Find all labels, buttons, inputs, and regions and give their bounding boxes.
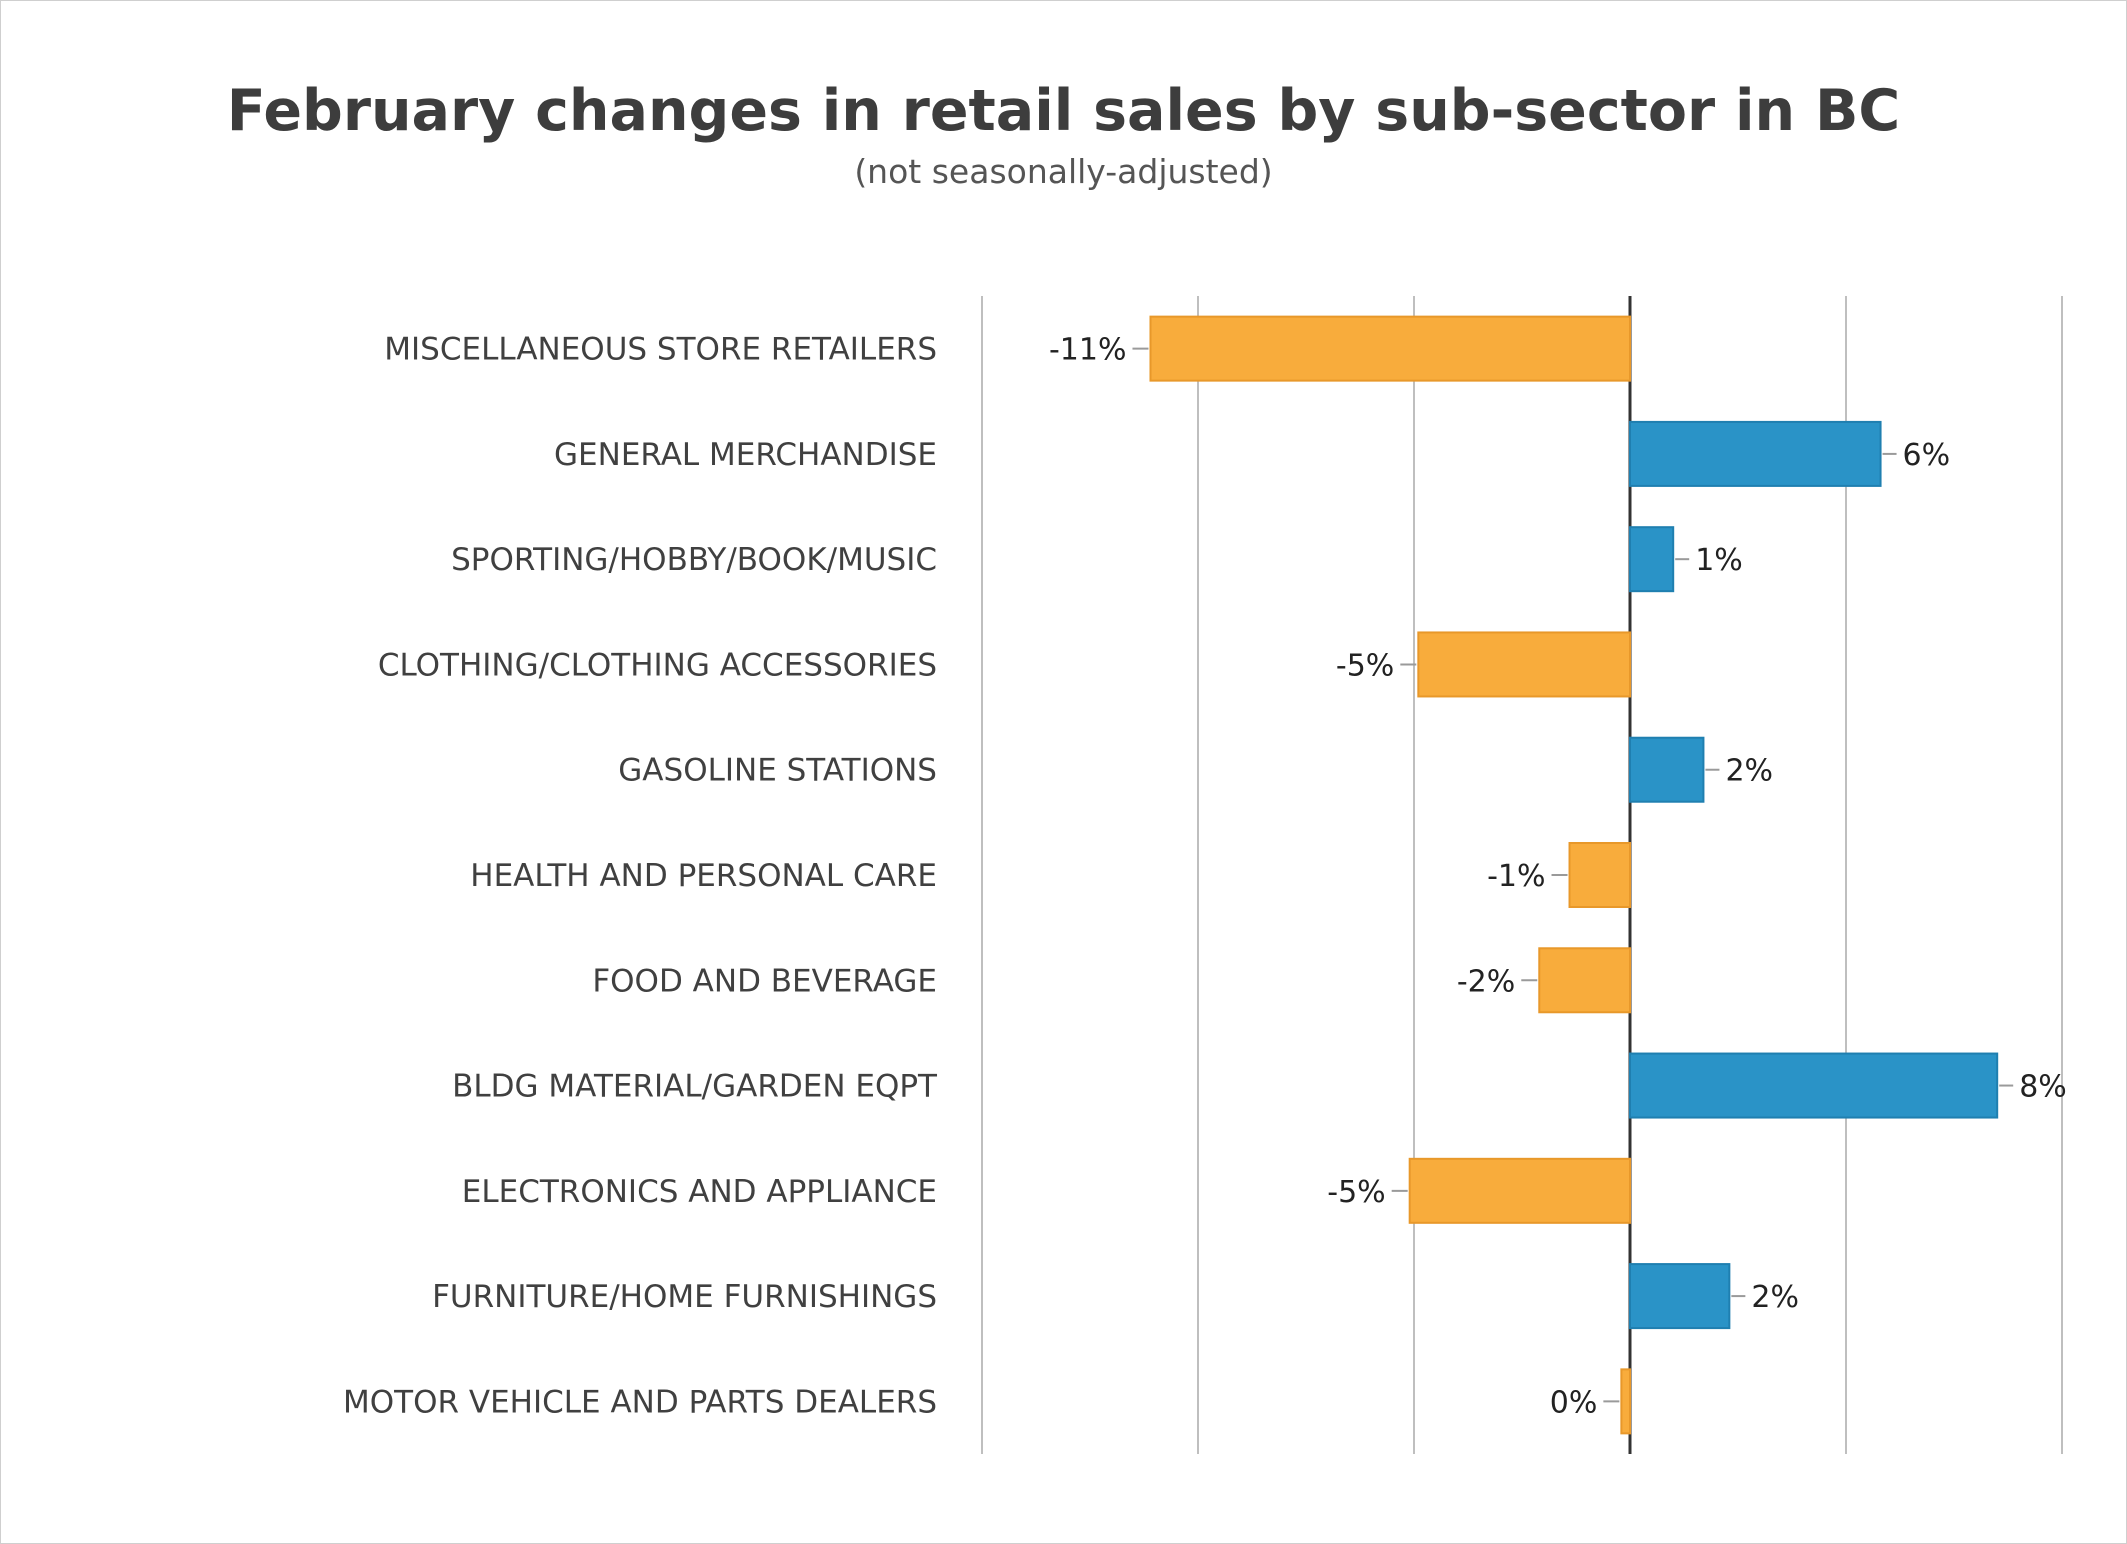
value-label: 8% bbox=[2019, 1070, 2067, 1105]
bar bbox=[1629, 420, 1882, 487]
category-label: SPORTING/HOBBY/BOOK/MUSIC bbox=[451, 542, 937, 578]
bar bbox=[1408, 1157, 1632, 1224]
bar bbox=[1149, 315, 1631, 382]
category-label: FOOD AND BEVERAGE bbox=[592, 963, 937, 999]
value-label: 2% bbox=[1725, 754, 1773, 789]
category-label: BLDG MATERIAL/GARDEN EQPT bbox=[452, 1069, 938, 1105]
bar-layer bbox=[1149, 315, 1999, 1435]
bar bbox=[1417, 631, 1631, 698]
bar bbox=[1629, 736, 1705, 803]
value-label: -5% bbox=[1327, 1175, 1385, 1210]
category-label: CLOTHING/CLOTHING ACCESSORIES bbox=[378, 647, 937, 683]
category-label: MOTOR VEHICLE AND PARTS DEALERS bbox=[343, 1384, 937, 1420]
label-layer: MISCELLANEOUS STORE RETAILERS -11% GENERAL… bbox=[343, 332, 2067, 1421]
bar bbox=[1620, 1368, 1631, 1435]
category-label: GASOLINE STATIONS bbox=[618, 753, 937, 789]
bar bbox=[1629, 526, 1675, 593]
value-label: -11% bbox=[1049, 333, 1127, 368]
value-label: 2% bbox=[1751, 1280, 1799, 1315]
value-label: 6% bbox=[1903, 438, 1951, 473]
bar bbox=[1568, 842, 1632, 908]
value-label: 1% bbox=[1695, 543, 1743, 578]
bar bbox=[1538, 947, 1632, 1014]
chart-subtitle: (not seasonally-adjusted) bbox=[854, 152, 1273, 191]
category-label: HEALTH AND PERSONAL CARE bbox=[470, 858, 937, 894]
value-label: -5% bbox=[1336, 648, 1394, 683]
grid-layer bbox=[981, 296, 2063, 1454]
value-label: -1% bbox=[1487, 859, 1545, 894]
bar bbox=[1629, 1052, 1999, 1119]
bar bbox=[1629, 1263, 1731, 1330]
category-label: MISCELLANEOUS STORE RETAILERS bbox=[384, 332, 937, 368]
category-label: ELECTRONICS AND APPLIANCE bbox=[462, 1174, 937, 1210]
value-label: -2% bbox=[1457, 964, 1515, 999]
category-label: GENERAL MERCHANDISE bbox=[554, 437, 937, 473]
value-label: 0% bbox=[1550, 1385, 1598, 1420]
category-label: FURNITURE/HOME FURNISHINGS bbox=[432, 1279, 937, 1315]
chart-title: February changes in retail sales by sub-… bbox=[226, 78, 1901, 144]
